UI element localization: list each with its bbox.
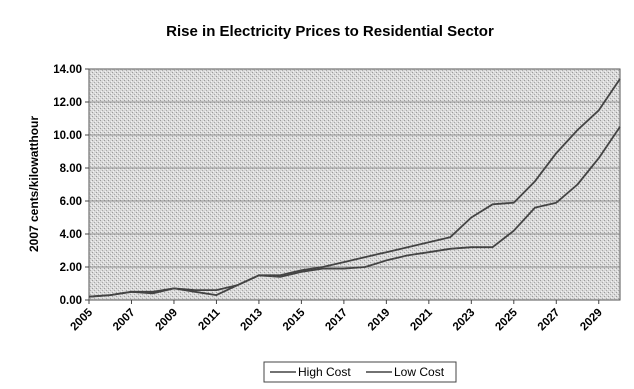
- x-tick-label-12: 2029: [578, 307, 605, 334]
- x-tick-label-4: 2013: [238, 307, 265, 334]
- x-tick-label-3: 2011: [196, 306, 223, 333]
- x-tick-label-8: 2021: [408, 306, 435, 333]
- plot-area: [88, 68, 621, 301]
- chart-title: Rise in Electricity Prices to Residentia…: [166, 23, 494, 40]
- x-tick-label-7: 2019: [366, 307, 393, 334]
- legend-label-low-cost: Low Cost: [394, 365, 445, 379]
- x-tick-label-1: 2007: [111, 307, 138, 334]
- y-tick-label-7: 14.00: [53, 64, 82, 76]
- x-tick-label-5: 2015: [281, 306, 308, 333]
- x-tick-label-6: 2017: [323, 307, 350, 334]
- legend-label-high-cost: High Cost: [298, 365, 351, 379]
- y-tick-label-0: 0.00: [60, 295, 82, 307]
- y-tick-label-3: 6.00: [60, 196, 82, 208]
- y-tick-label-6: 12.00: [53, 97, 82, 109]
- x-tick-label-2: 2009: [153, 307, 180, 334]
- legend-box: [263, 361, 457, 383]
- y-tick-label-2: 4.00: [60, 229, 82, 241]
- series-layer: [88, 78, 621, 298]
- y-tick-label-4: 8.00: [60, 163, 82, 175]
- x-tick-label-9: 2023: [451, 307, 478, 334]
- y-tick-label-5: 10.00: [53, 130, 82, 142]
- y-axis-label: 2007 cents/kilowatthour: [27, 116, 41, 252]
- x-tick-label-0: 2005: [69, 306, 96, 333]
- x-axis-ticks: 2005 2007 2009 2011 2013 2015 2017 2019 2021 2023…: [69, 300, 605, 333]
- y-axis-ticks: 0.00 2.00 4.00 6.00 8.00 10.00 12.00 14.00: [53, 64, 89, 307]
- series-line-low-cost: [88, 126, 621, 298]
- gridlines: [89, 101, 620, 268]
- y-tick-label-1: 2.00: [60, 262, 82, 274]
- x-tick-label-10: 2025: [493, 306, 520, 333]
- x-tick-label-11: 2027: [536, 307, 563, 334]
- legend: High Cost Low Cost: [263, 361, 457, 383]
